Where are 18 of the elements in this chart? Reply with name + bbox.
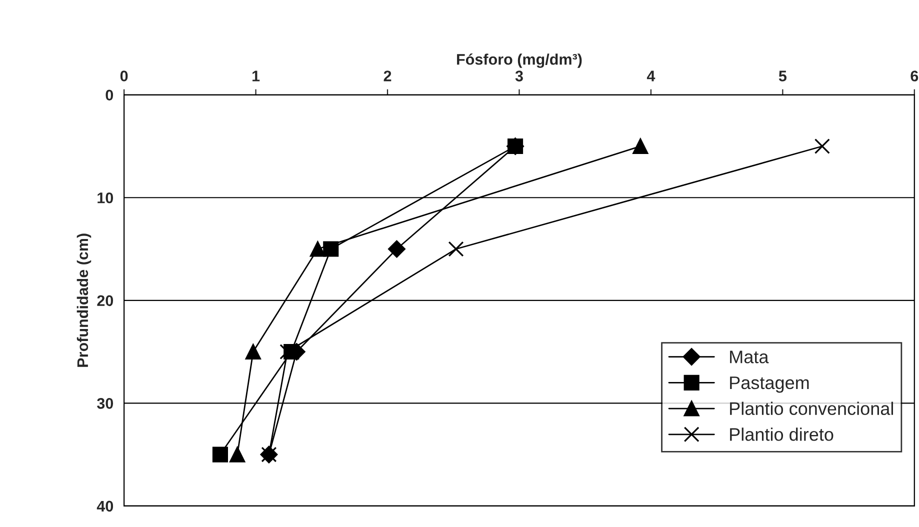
legend-label: Plantio convencional xyxy=(730,402,894,416)
legend-label: Pastagem xyxy=(730,376,809,393)
x-axis-title: Fósforo (mg/dm³) xyxy=(457,53,582,68)
y-tick-label: 0 xyxy=(106,90,114,101)
legend-label: Plantio direto xyxy=(730,428,834,441)
legend-label: Mata xyxy=(730,350,769,364)
y-tick-label: 20 xyxy=(97,295,114,306)
x-tick-label: 3 xyxy=(515,70,523,82)
x-tick-label: 1 xyxy=(252,70,260,82)
x-tick-label: 6 xyxy=(910,70,918,82)
y-tick-label: 40 xyxy=(96,500,114,512)
y-tick-label: 30 xyxy=(97,398,114,409)
x-tick-label: 2 xyxy=(384,70,392,82)
x-tick-label: 4 xyxy=(646,70,656,82)
y-tick-label: 10 xyxy=(98,192,114,204)
x-tick-label: 5 xyxy=(778,70,787,82)
x-tick-label: 0 xyxy=(120,70,128,82)
y-axis-title: Profundidade (cm) xyxy=(76,234,92,367)
